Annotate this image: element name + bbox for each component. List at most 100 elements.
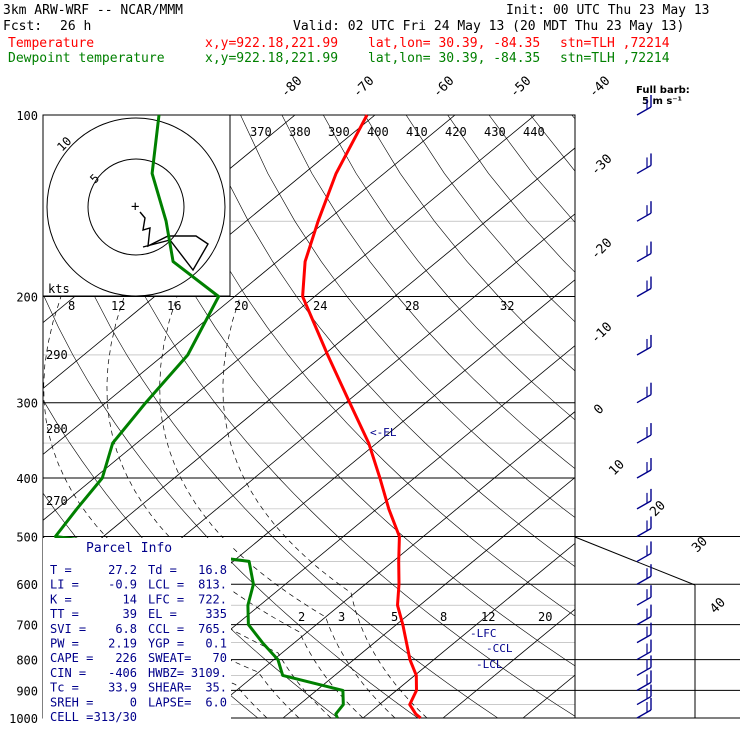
parcel-row-value: 226: [115, 651, 137, 665]
isotherm-line: [442, 608, 575, 718]
mixing-ratio-label: 8: [440, 610, 447, 624]
legend-dewpoint: Dewpoint temperature: [8, 51, 165, 66]
wind-barb-staff: [636, 615, 652, 626]
wind-barb-staff: [636, 394, 652, 404]
isotherm-line: [362, 542, 575, 718]
model-title: 3km ARW-WRF -- NCAR/MMM: [3, 3, 183, 18]
theta-e-label: 440: [523, 125, 545, 139]
parcel-row-value: 6.8: [115, 622, 137, 636]
parcel-row-label: TT =: [50, 607, 79, 621]
wind-barb-staff: [636, 164, 652, 175]
lfc-marker: -LFC: [470, 627, 497, 640]
wind-barb-staff: [636, 212, 652, 222]
dry-adiabat-line: [613, 115, 740, 731]
barb-note-line1: Full barb:: [636, 85, 690, 96]
hodograph-ring-outer: [46, 117, 226, 297]
dry-adiabat-line: [116, 115, 575, 667]
dry-adiabat-line: [571, 115, 575, 120]
pressure-tick-label: 100: [16, 109, 38, 123]
init-time: Init: 00 UTC Thu 23 May 13: [506, 3, 710, 18]
moist-adiabat-line: [43, 296, 332, 718]
dry-adiabat-line: [281, 115, 575, 470]
wind-barb-staff: [636, 346, 652, 356]
isotherm-label: -10: [588, 320, 615, 347]
isotherm-label: -60: [430, 74, 457, 101]
hodograph-frame: [42, 114, 231, 297]
wind-barb-staff: [636, 709, 652, 719]
hodograph-speed-label: 20: [234, 299, 248, 313]
theta-e-label: 400: [367, 125, 389, 139]
parcel-row-value: -406: [108, 666, 137, 680]
parcel-row-value: 335: [205, 607, 227, 621]
parcel-info-title: Parcel Info: [86, 541, 172, 556]
pressure-tick-label: 400: [16, 472, 38, 486]
barb-note-line2: 5 m s⁻¹: [642, 96, 682, 107]
el-marker: <-EL: [370, 426, 397, 439]
parcel-row-value: 813.: [198, 578, 227, 592]
parcel-row-value: 722.: [198, 592, 227, 606]
dry-adiabat-line: [43, 293, 419, 718]
dry-adiabat-label: 280: [46, 422, 68, 436]
parcel-row-value: 33.9: [108, 681, 137, 695]
parcel-row-value: 0: [130, 695, 137, 709]
parcel-row-label: EL =: [148, 607, 177, 621]
wind-barb-staff: [636, 681, 652, 692]
isotherm-label: -40: [586, 74, 613, 101]
parcel-row-label: CIN =: [50, 666, 86, 680]
mixing-ratio-label: 2: [298, 610, 305, 624]
fcst-value: 26 h: [60, 19, 91, 34]
parcel-row-value: 39: [123, 607, 137, 621]
parcel-row-value: 0.1: [205, 637, 227, 651]
mixing-ratio-label: 5: [391, 610, 398, 624]
dry-adiabat-line: [364, 115, 575, 372]
dry-adiabat-line: [655, 115, 740, 731]
hodograph-speed-label: 24: [313, 299, 327, 313]
isotherm-line: [202, 411, 575, 718]
pressure-tick-label: 200: [16, 291, 38, 305]
wind-barb-staff: [636, 695, 652, 706]
mixing-ratio-label: 12: [481, 610, 495, 624]
legend-dewpoint-latlon: lat,lon= 30.39, -84.35: [368, 51, 540, 66]
mixing-ratio-label: 3: [338, 610, 345, 624]
isotherm-label: -20: [588, 236, 615, 263]
dry-adiabat-line: [405, 115, 575, 323]
parcel-row-label: CCL =: [148, 622, 184, 636]
valid-time: Valid: 02 UTC Fri 24 May 13 (20 MDT Thu …: [293, 19, 684, 34]
parcel-row-value: 3109.: [191, 666, 227, 680]
parcel-row-label: Tc =: [50, 681, 79, 695]
isotherm-label: 40: [707, 595, 729, 617]
wind-barb-staff: [636, 106, 652, 116]
wind-barb-staff: [636, 552, 652, 563]
wind-barb-staff: [636, 434, 652, 444]
right-scale-edge: [574, 536, 696, 586]
parcel-row-value: 2.19: [108, 637, 137, 651]
isotherm-line: [43, 147, 575, 587]
parcel-row-value: 14: [123, 592, 137, 606]
plot-frame: [42, 114, 576, 719]
parcel-row-value: 27.2: [108, 563, 137, 577]
isotherm-label: -30: [588, 152, 615, 179]
dry-adiabat-label: 270: [46, 494, 68, 508]
isotherm-label: -70: [350, 74, 377, 101]
pressure-tick-label: 800: [16, 654, 38, 668]
isotherm-label: 0: [591, 402, 607, 418]
isotherm-line: [43, 115, 456, 455]
dry-adiabat-line: [240, 115, 575, 518]
theta-e-label: 430: [484, 125, 506, 139]
dry-adiabat-line: [43, 154, 499, 718]
parcel-row-label: CAPE =: [50, 651, 93, 665]
parcel-row-label: SHEAR=: [148, 681, 191, 695]
isotherm-label: 30: [689, 534, 711, 556]
dry-adiabat-line: [488, 115, 575, 223]
ccl-marker: -CCL: [486, 642, 513, 655]
wind-barb-staff: [636, 650, 652, 661]
theta-e-label: 370: [250, 125, 272, 139]
isotherm-line: [43, 115, 536, 521]
wind-barb-staff: [636, 634, 652, 644]
wind-barb-staff: [636, 500, 652, 510]
isotherm-line: [522, 674, 575, 718]
hodograph-speed-label: 32: [500, 299, 514, 313]
hodograph-center-mark: +: [131, 199, 139, 215]
